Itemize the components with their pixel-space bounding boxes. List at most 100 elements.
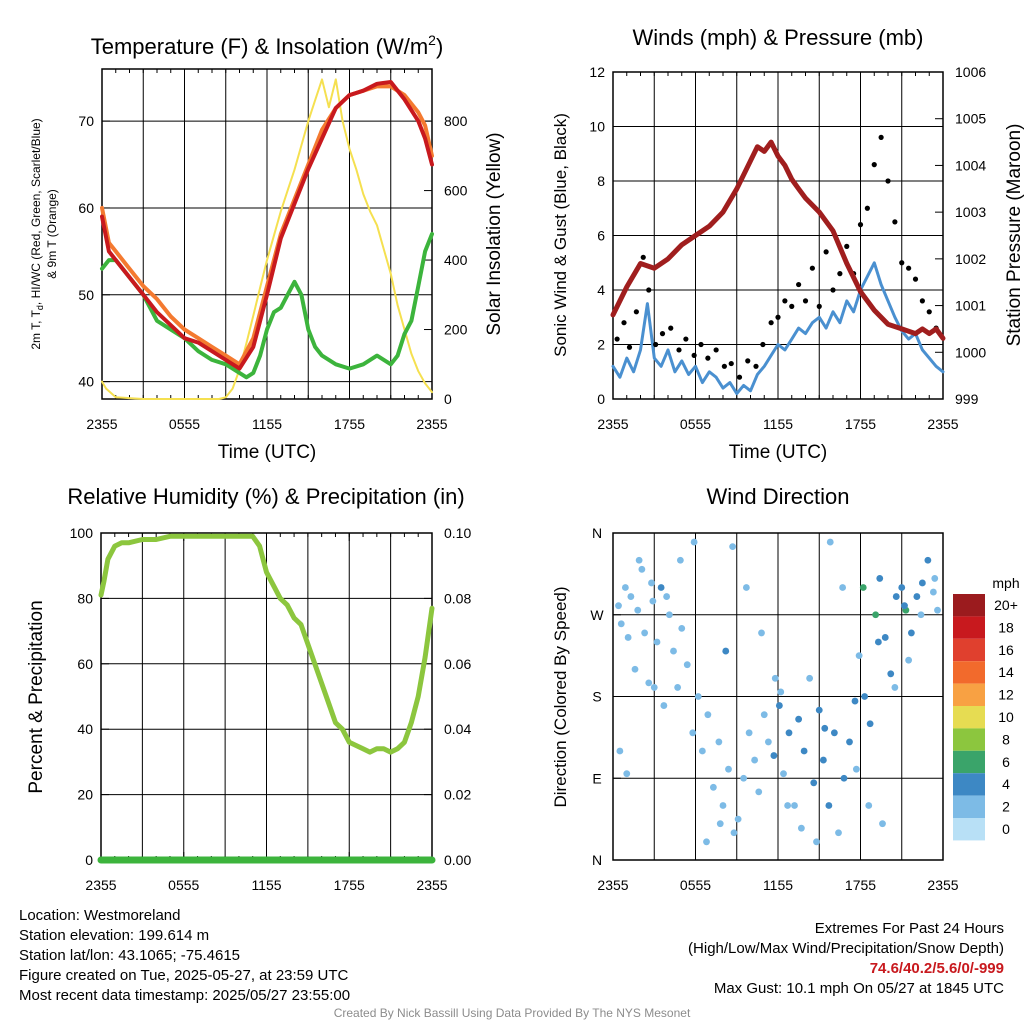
gust-point [775,314,781,320]
direction-point [683,661,691,669]
gust-point [906,265,912,271]
location-text: Location: Westmoreland [19,907,181,924]
x-tick-label: 2355 [597,416,628,432]
y-tick-label: 6 [597,228,605,244]
extremes-values: 74.6/40.2/5.6/0/-999 [869,960,1004,977]
direction-point [934,606,941,614]
x-tick-label: 0555 [168,877,199,893]
direction-point [678,624,686,632]
direction-point [716,820,724,828]
y-tick-label: 8 [597,173,605,189]
gust-point [864,205,870,211]
direction-point [676,556,684,564]
direction-point [670,647,677,655]
chart-title: Temperature (F) & Insolation (W/m2) [91,32,444,59]
y-tick-label: 40 [78,374,94,390]
gust-point [646,287,652,293]
colorbar-level-label: 16 [998,642,1014,658]
station-info: Location: Westmoreland Station elevation… [19,906,350,1006]
x-tick-label: 1155 [252,416,282,432]
y-axis-label-part: , HI/WC (Red, Green, Scarlet/Blue) [29,118,43,305]
chart-title-sup: 2 [428,32,436,48]
gust-point [653,341,659,348]
direction-point [725,765,732,773]
colorbar: mph 20+ 18 16 14 12 10 8 6 4 2 0 [953,575,1020,841]
direction-point [627,593,635,600]
direction-point [674,684,682,691]
direction-point [865,802,873,809]
y-right-tick-label: 999 [955,391,979,407]
direction-point [709,783,717,791]
gust-point [823,249,829,255]
y-tick-label: 10 [589,119,605,135]
gust-point [912,276,919,282]
y-right-tick-label: 0.02 [444,787,471,803]
y-axis-label-part: 2m T, T [29,309,43,349]
elevation-text: Station elevation: 199.614 m [19,927,210,944]
direction-point [810,779,818,787]
gust-point [885,178,891,184]
x-tick-label: 2355 [416,416,447,432]
extremes-info: Extremes For Past 24 Hours (High/Low/Max… [688,919,1004,999]
y-tick-label: E [592,770,601,786]
y-right-tick-label: 1006 [955,64,986,80]
y-axis-label-line1: 2m T, Td, HI/WC (Red, Green, Scarlet/Blu… [29,118,45,349]
y-right-tick-label: 800 [444,113,468,129]
direction-point [874,638,882,646]
direction-point [623,770,631,778]
direction-point [663,593,671,600]
direction-point [791,802,798,809]
y-right-tick-label: 0.00 [444,852,471,868]
gust-point [919,298,925,304]
colorbar-swatch [953,706,985,729]
colorbar-swatch [953,750,985,774]
y-axis-label: Percent & Precipitation [26,600,47,793]
x-tick-label: 1755 [334,877,365,893]
colorbar-swatch [953,795,985,818]
direction-point [775,702,783,709]
direction-point [621,584,629,591]
direction-point [835,829,842,837]
y-right-tick-label: 0.06 [444,656,471,672]
direction-point [617,620,625,628]
x-tick-label: 2355 [927,416,958,432]
y-tick-label: N [592,525,602,541]
direction-point [826,538,834,546]
colorbar-level-label: 4 [1002,776,1010,792]
colorbar-level-label: 20+ [994,597,1018,613]
panel-2: 2355 0555 1155 1755 2355 0 2 4 6 8 10 12 999 1000 1001… [551,25,1024,463]
gust-point [782,298,788,304]
max-gust-text: Max Gust: 10.1 mph On 05/27 at 1845 UTC [713,980,1004,997]
direction-point [917,611,925,619]
direction-point [931,575,939,582]
direction-point [770,752,778,759]
direction-point [616,747,624,755]
y-tick-label: 20 [77,787,93,803]
direction-point [729,543,737,551]
x-tick-label: 1155 [251,877,281,893]
direction-point [650,684,658,691]
colorbar-swatch [953,616,985,639]
direction-point [861,693,869,700]
y-tick-label: 70 [78,113,94,129]
gust-point [659,331,666,337]
direction-point [855,652,863,660]
direction-point [645,679,653,687]
direction-point [715,738,723,746]
direction-point [615,602,622,610]
gust-point [683,336,689,342]
direction-point [907,629,915,637]
gust-point [640,254,646,260]
direction-point [760,711,768,719]
panel-4: 2355 0555 1155 1755 2355 N E S W N Wind Direction D… [551,484,1020,893]
direction-point [784,802,792,809]
x-tick-label: 0555 [680,877,711,893]
direction-point [806,674,814,682]
direction-point [660,702,668,709]
direction-point [892,593,900,600]
colorbar-swatch [953,683,985,706]
x-tick-label: 1155 [763,416,793,432]
gust-point [745,358,751,364]
gust-point [878,134,884,140]
gust-point [926,309,932,315]
